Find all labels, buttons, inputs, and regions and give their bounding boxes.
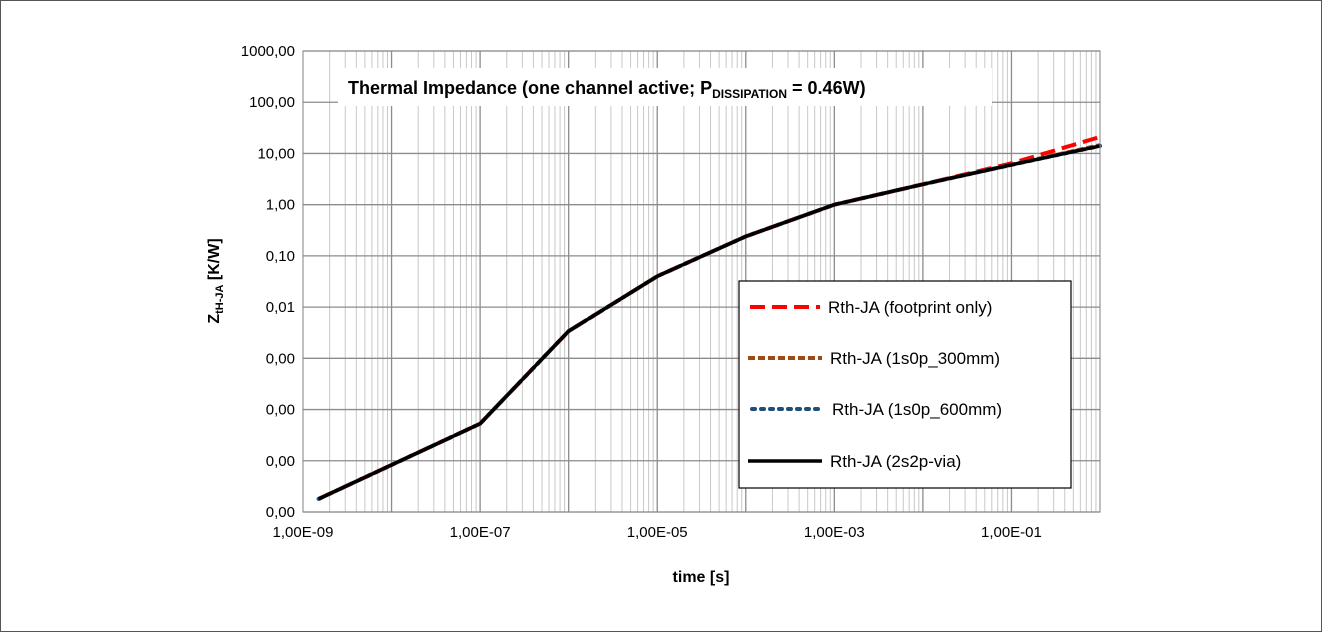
legend-item-footprint: Rth-JA (footprint only)	[750, 298, 992, 317]
x-axis-title: time [s]	[673, 569, 730, 586]
y-tick-label: 0,00	[266, 402, 295, 419]
y-axis-title-tail: [K/W]	[206, 238, 223, 284]
legend-label-1s0p-600: Rth-JA (1s0p_600mm)	[832, 400, 1002, 419]
y-tick-label: 0,00	[266, 453, 295, 470]
y-axis-title: ZtH-JA [K/W]	[206, 238, 226, 323]
chart-title-tail: = 0.46W)	[787, 78, 866, 98]
y-tick-label: 0,00	[266, 350, 295, 367]
legend-item-1s0p-600: Rth-JA (1s0p_600mm)	[750, 400, 1002, 419]
y-axis-title-subscript: tH-JA	[214, 284, 226, 313]
title-background	[338, 68, 992, 106]
legend-item-2s2p-via: Rth-JA (2s2p-via)	[748, 452, 961, 471]
x-tick-label: 1,00E-05	[627, 524, 688, 541]
y-axis-ticks: 0,00 0,00 0,00 0,00 0,01 0,10 1,00 10,00 100,00 1…	[241, 43, 295, 521]
legend-box	[738, 280, 1072, 489]
legend-item-1s0p-300: Rth-JA (1s0p_300mm)	[748, 349, 1000, 368]
series-line-2s2p-via	[317, 144, 1101, 501]
y-tick-label: 10,00	[257, 145, 295, 162]
y-tick-label: 1,00	[266, 197, 295, 214]
y-tick-label: 0,01	[266, 299, 295, 316]
y-tick-label: 1000,00	[241, 43, 295, 60]
series-lines	[316, 135, 1102, 501]
legend: Rth-JA (footprint only) Rth-JA (1s0p_300…	[738, 280, 1072, 489]
x-tick-label: 1,00E-07	[450, 524, 511, 541]
x-tick-label: 1,00E-09	[273, 524, 334, 541]
x-tick-label: 1,00E-03	[804, 524, 865, 541]
y-tick-label: 100,00	[249, 94, 295, 111]
legend-label-footprint: Rth-JA (footprint only)	[828, 298, 992, 317]
x-axis-ticks: 1,00E-09 1,00E-07 1,00E-05 1,00E-03 1,00E-01	[273, 524, 1042, 541]
chart-title-subscript: DISSIPATION	[712, 87, 787, 101]
x-tick-label: 1,00E-01	[981, 524, 1042, 541]
chart-title: Thermal Impedance (one channel active; P…	[348, 78, 866, 101]
plot-border	[302, 50, 1101, 513]
legend-label-2s2p-via: Rth-JA (2s2p-via)	[830, 452, 961, 471]
y-tick-label: 0,00	[266, 504, 295, 521]
y-tick-label: 0,10	[266, 248, 295, 265]
legend-label-1s0p-300: Rth-JA (1s0p_300mm)	[830, 349, 1000, 368]
